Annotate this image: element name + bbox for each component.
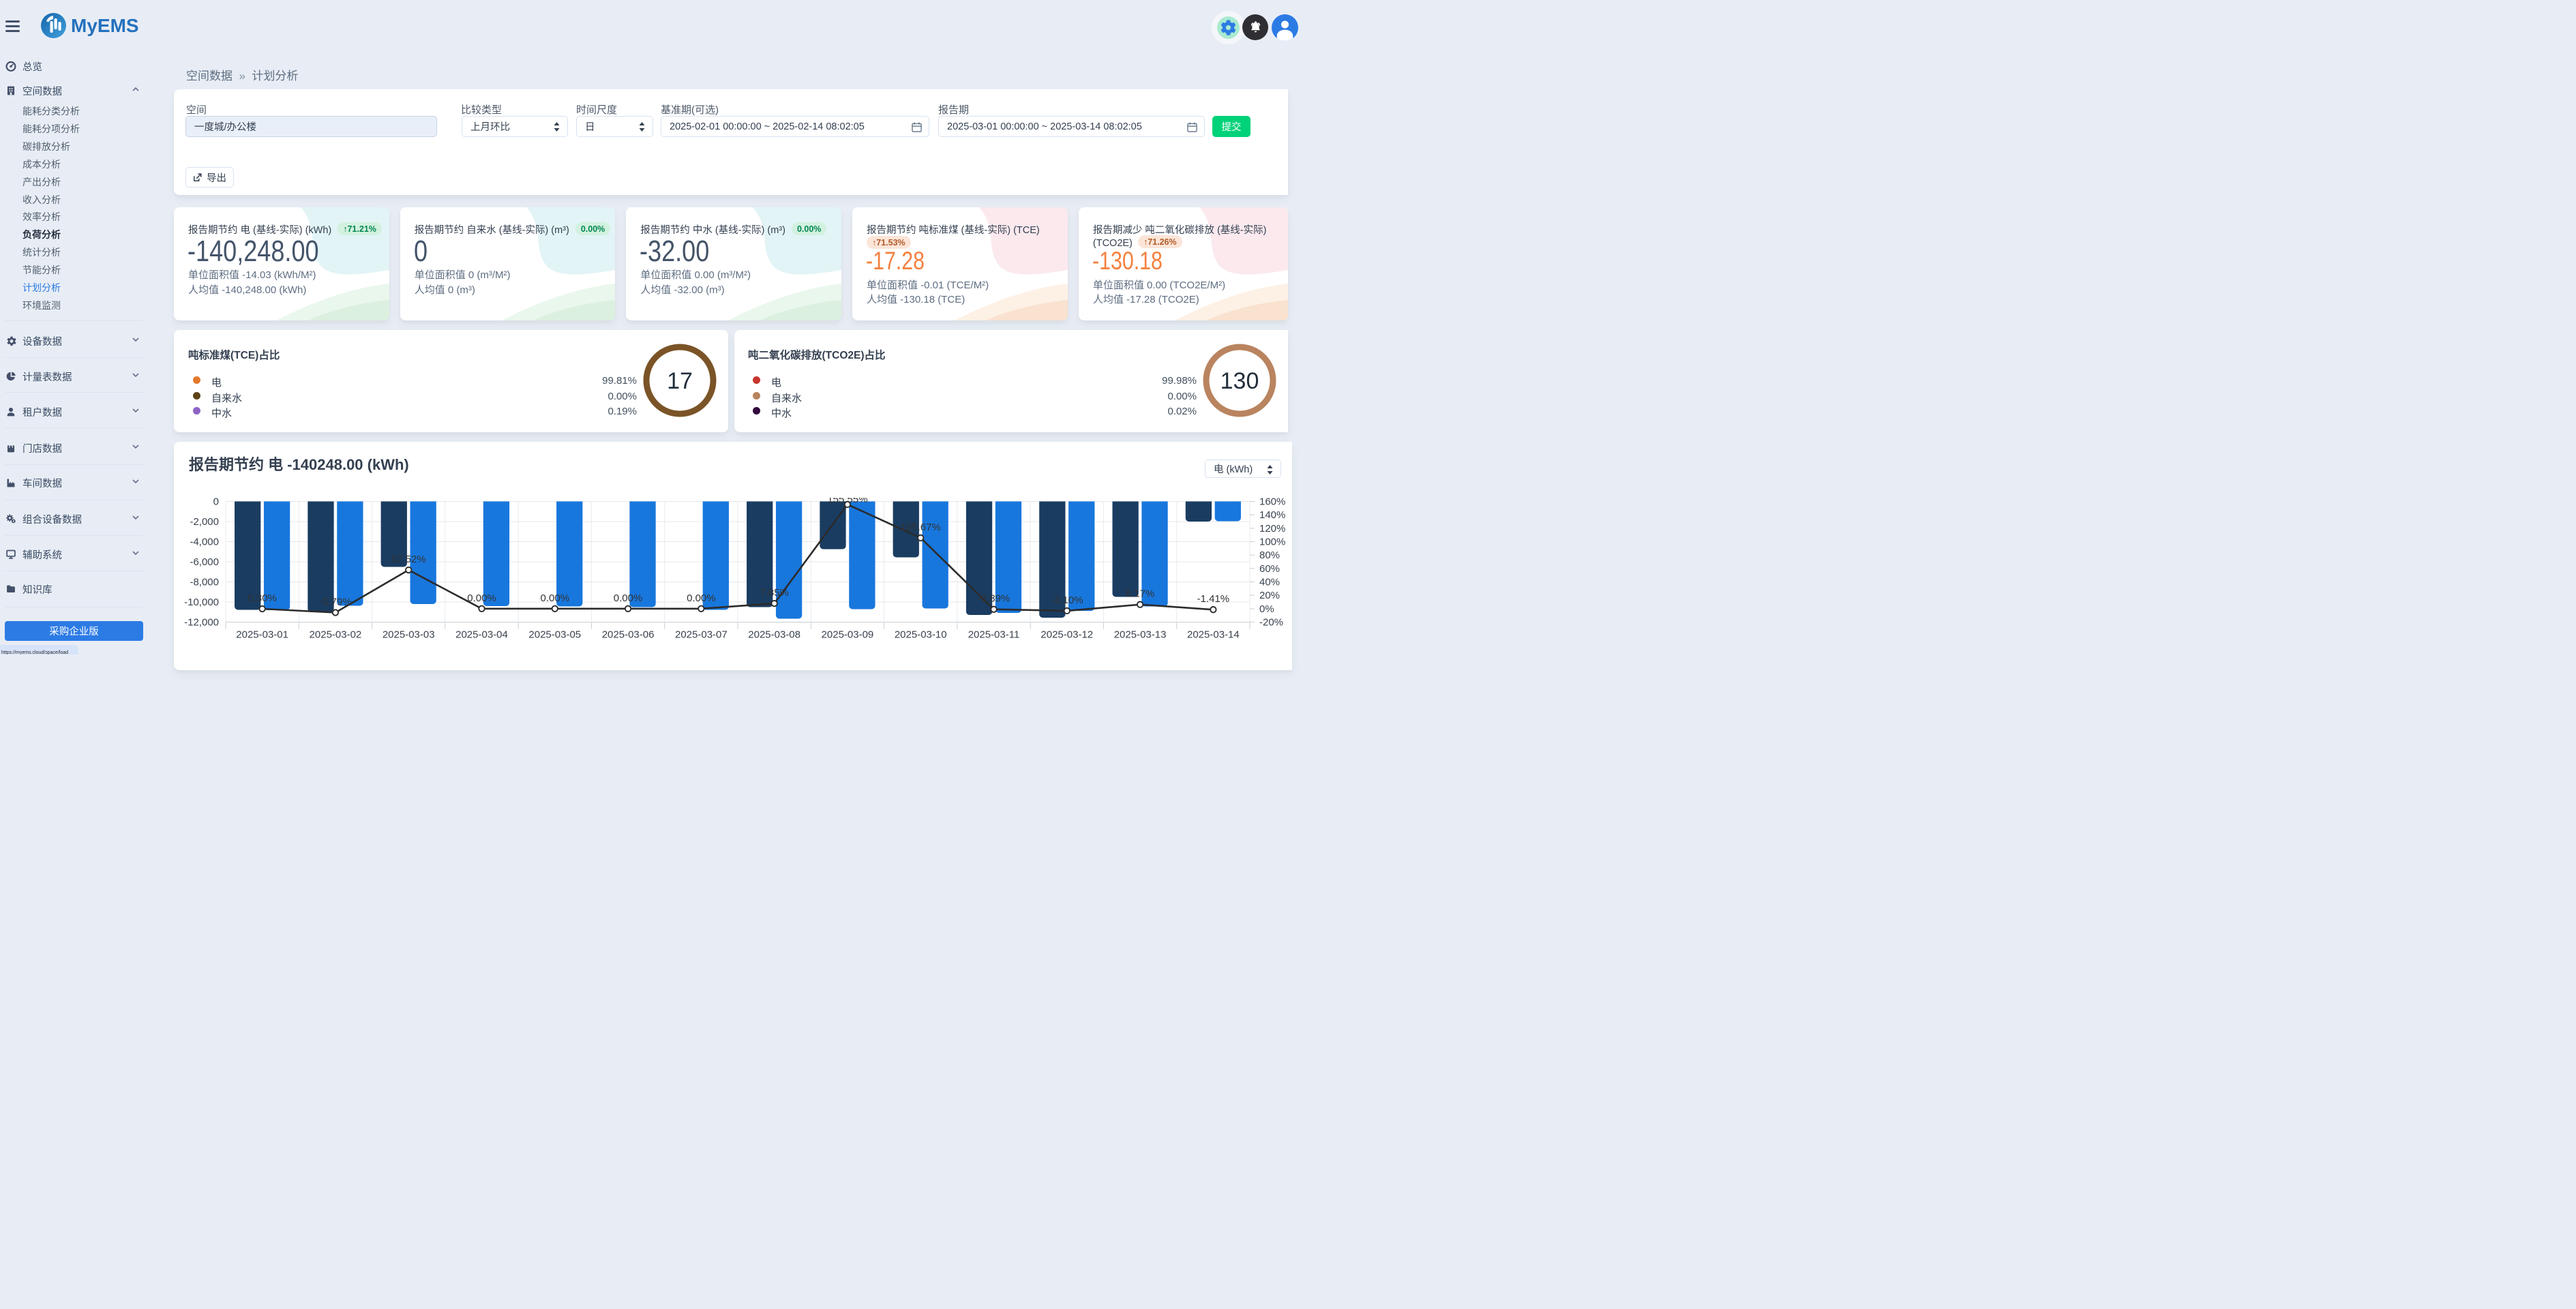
svg-text:0.30%: 0.30% <box>248 592 277 604</box>
svg-text:-8,000: -8,000 <box>190 576 219 588</box>
svg-text:105.67%: 105.67% <box>901 521 941 532</box>
svg-text:160%: 160% <box>1259 498 1285 508</box>
svg-text:2025-03-05: 2025-03-05 <box>528 629 581 640</box>
svg-text:2025-03-12: 2025-03-12 <box>1040 629 1093 640</box>
svg-text:57.52%: 57.52% <box>391 554 426 565</box>
svg-text:0.00%: 0.00% <box>687 592 716 603</box>
svg-text:-10,000: -10,000 <box>184 597 219 608</box>
svg-text:-4,000: -4,000 <box>190 536 219 547</box>
svg-text:2025-03-14: 2025-03-14 <box>1187 629 1240 640</box>
svg-text:2025-03-06: 2025-03-06 <box>602 629 655 640</box>
svg-text:2025-03-01: 2025-03-01 <box>236 629 288 640</box>
svg-text:-0.89%: -0.89% <box>978 592 1010 604</box>
svg-text:2025-03-02: 2025-03-02 <box>310 629 362 640</box>
svg-text:0.00%: 0.00% <box>614 592 643 603</box>
svg-text:20%: 20% <box>1259 590 1280 601</box>
svg-text:2025-03-07: 2025-03-07 <box>675 629 728 640</box>
svg-text:7.85%: 7.85% <box>760 587 789 599</box>
svg-text:100%: 100% <box>1259 536 1285 547</box>
svg-text:155.55%: 155.55% <box>827 498 867 505</box>
svg-text:0.00%: 0.00% <box>467 592 496 603</box>
svg-text:2025-03-09: 2025-03-09 <box>822 629 874 640</box>
svg-text:2025-03-11: 2025-03-11 <box>968 629 1020 640</box>
svg-text:120%: 120% <box>1259 522 1285 534</box>
svg-text:2025-03-04: 2025-03-04 <box>455 629 508 640</box>
svg-text:2025-03-03: 2025-03-03 <box>383 629 435 640</box>
svg-text:0: 0 <box>213 498 219 508</box>
svg-text:-20%: -20% <box>1259 616 1283 628</box>
svg-text:40%: 40% <box>1259 576 1280 588</box>
svg-text:-6,000: -6,000 <box>190 556 219 568</box>
svg-text:140%: 140% <box>1259 509 1285 521</box>
svg-text:0.00%: 0.00% <box>541 592 570 603</box>
svg-text:60%: 60% <box>1259 562 1280 574</box>
svg-text:2025-03-10: 2025-03-10 <box>895 629 947 640</box>
svg-text:-3.10%: -3.10% <box>1051 594 1083 605</box>
svg-text:17: 17 <box>667 368 693 394</box>
svg-text:0%: 0% <box>1259 603 1274 614</box>
svg-text:6.17%: 6.17% <box>1126 588 1155 599</box>
svg-text:2025-03-13: 2025-03-13 <box>1114 629 1167 640</box>
svg-text:80%: 80% <box>1259 550 1280 561</box>
svg-text:130: 130 <box>1220 368 1259 394</box>
svg-text:-2,000: -2,000 <box>190 516 219 528</box>
svg-text:-1.41%: -1.41% <box>1197 593 1230 605</box>
svg-text:-5.79%: -5.79% <box>319 596 352 607</box>
svg-text:-12,000: -12,000 <box>184 616 219 628</box>
svg-text:2025-03-08: 2025-03-08 <box>748 629 800 640</box>
